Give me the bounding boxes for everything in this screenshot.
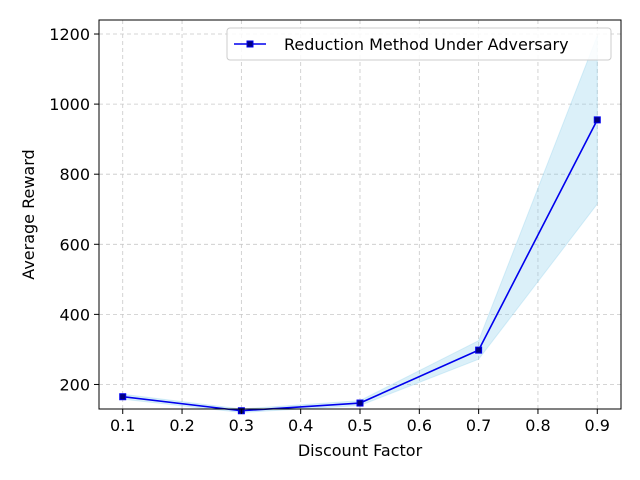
legend-entry-label: Reduction Method Under Adversary: [284, 35, 569, 54]
y-axis-label: Average Reward: [19, 149, 38, 279]
y-tick-label: 800: [59, 165, 90, 184]
x-tick-label: 0.3: [229, 416, 254, 435]
data-point: [356, 399, 364, 407]
confidence-band-layer: [122, 35, 598, 414]
y-axis-ticks: 200 400 600 800 1000 1200: [49, 25, 99, 394]
legend-box: [226, 27, 612, 61]
y-tick-label: 200: [59, 375, 90, 394]
confidence-band: [122, 35, 598, 414]
data-point: [593, 116, 601, 124]
x-tick-label: 0.8: [525, 416, 550, 435]
x-tick-label: 0.6: [407, 416, 432, 435]
x-tick-label: 0.5: [347, 416, 372, 435]
data-point: [475, 346, 483, 354]
grid: [99, 20, 621, 409]
y-tick-label: 600: [59, 235, 90, 254]
data-point: [119, 393, 127, 401]
legend: Reduction Method Under Adversary: [226, 27, 612, 61]
x-axis-ticks: 0.1 0.2 0.3 0.4 0.5 0.6 0.7 0.8 0.9: [110, 409, 610, 435]
x-tick-label: 0.2: [169, 416, 194, 435]
y-tick-label: 1200: [49, 25, 90, 44]
x-axis-label: Discount Factor: [298, 441, 423, 460]
x-tick-label: 0.4: [288, 416, 313, 435]
legend-marker-sample: [246, 40, 254, 48]
y-tick-label: 1000: [49, 95, 90, 114]
x-tick-label: 0.7: [466, 416, 491, 435]
x-tick-label: 0.9: [585, 416, 610, 435]
y-tick-label: 400: [59, 305, 90, 324]
x-tick-label: 0.1: [110, 416, 135, 435]
